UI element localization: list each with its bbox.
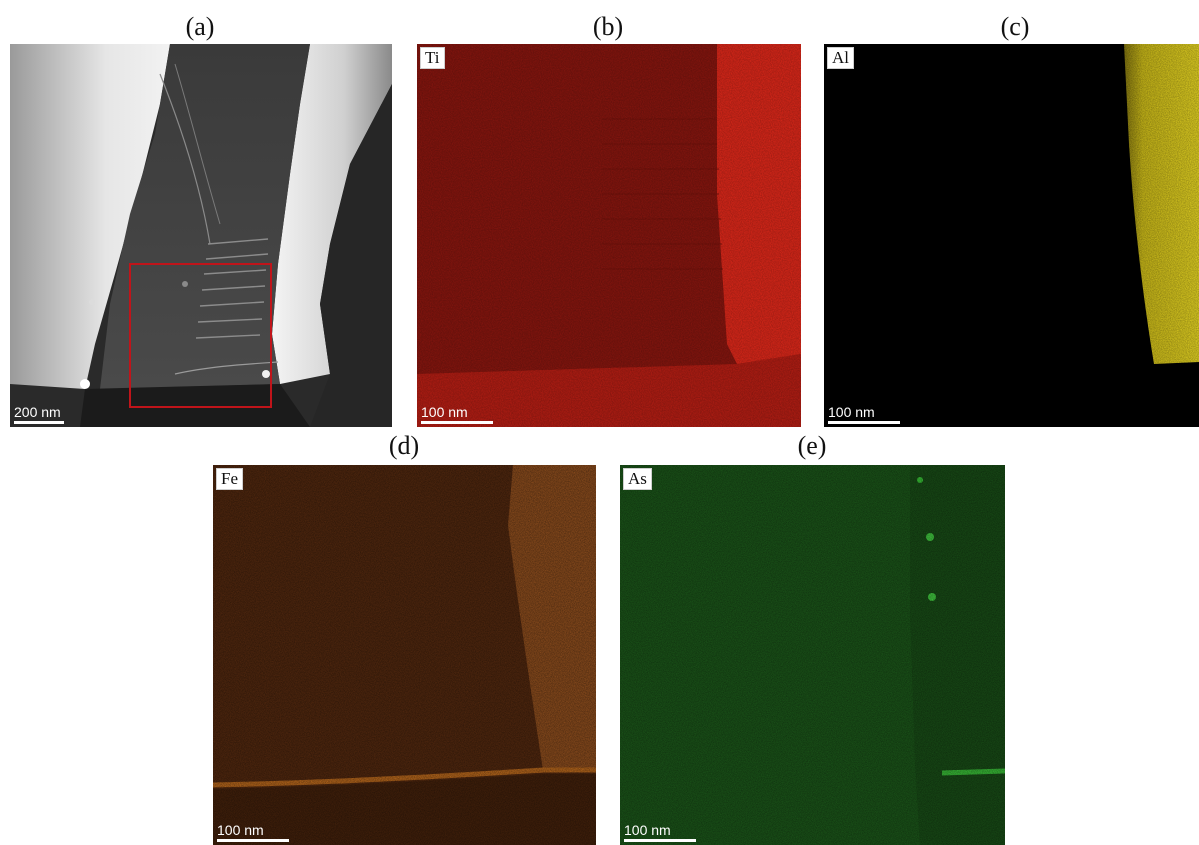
scale-bar-label: 100 nm [828,404,875,420]
panel-label-e: (e) [797,431,827,460]
panel-label-a: (a) [185,12,215,41]
element-label-al: Al [827,47,854,69]
as-map-panel: As 100 nm [620,465,1005,845]
fe-map-panel: Fe 100 nm [213,465,596,845]
ti-map-image [417,44,801,427]
stem-image-panel: 200 nm [10,44,392,427]
al-map-image [824,44,1199,427]
panel-label-c: (c) [1000,12,1030,41]
fe-map-image [213,465,596,845]
ti-map-panel: Ti 100 nm [417,44,801,427]
roi-rectangle [129,263,272,408]
element-label-fe: Fe [216,468,243,490]
scale-bar-line [828,421,900,424]
scale-bar-e: 100 nm [624,822,696,842]
scale-bar-line [624,839,696,842]
scale-bar-label: 100 nm [624,822,671,838]
panel-label-d: (d) [388,431,420,460]
scale-bar-c: 100 nm [828,404,900,424]
scale-bar-d: 100 nm [217,822,289,842]
scale-bar-a: 200 nm [14,404,64,424]
scale-bar-label: 100 nm [217,822,264,838]
scale-bar-line [421,421,493,424]
scale-bar-label: 200 nm [14,404,61,420]
stem-image [10,44,392,427]
element-label-as: As [623,468,652,490]
al-map-panel: Al 100 nm [824,44,1199,427]
scale-bar-line [14,421,64,424]
scale-bar-label: 100 nm [421,404,468,420]
scale-bar-line [217,839,289,842]
as-map-image [620,465,1005,845]
element-label-ti: Ti [420,47,445,69]
scale-bar-b: 100 nm [421,404,493,424]
panel-label-b: (b) [592,12,624,41]
